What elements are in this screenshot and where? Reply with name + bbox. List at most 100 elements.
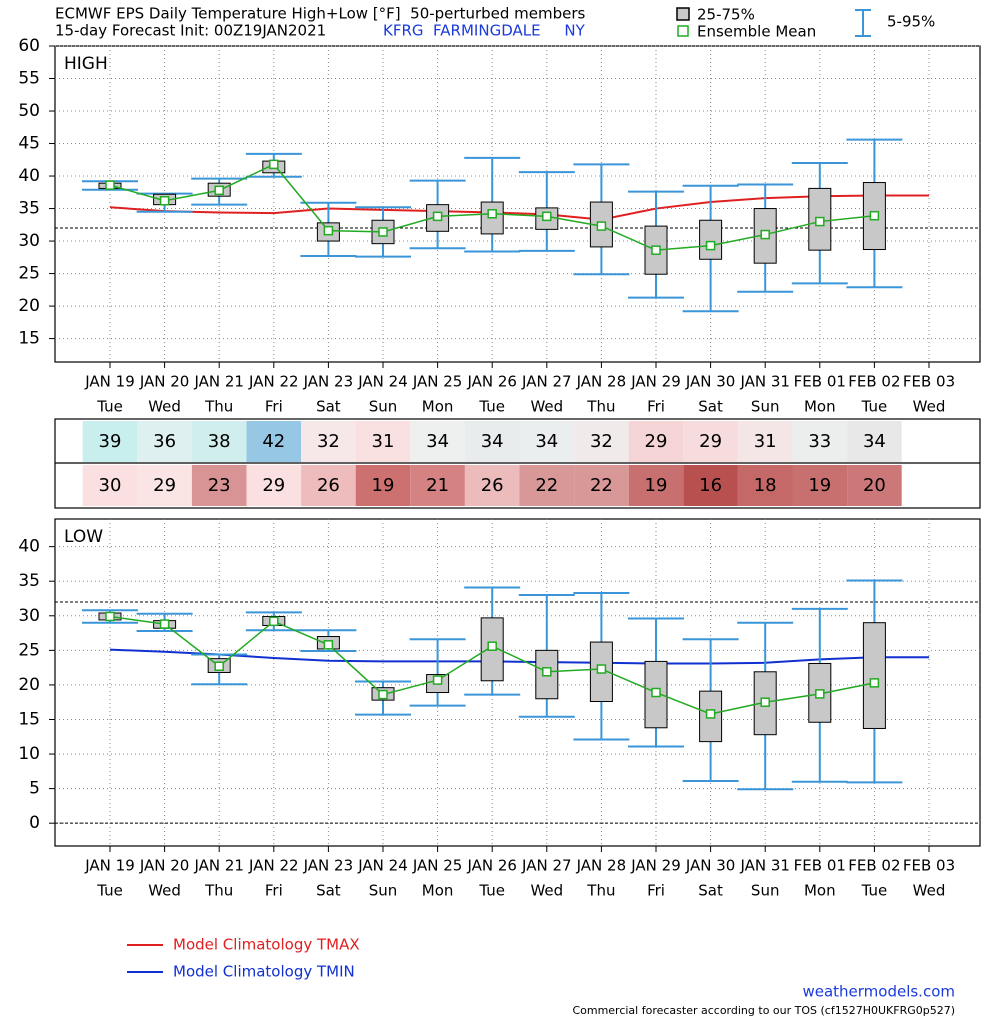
x-tick-label: Sat <box>698 398 723 416</box>
legend-label: Model Climatology TMIN <box>173 963 355 981</box>
x-tick-label: JAN 27 <box>521 373 572 391</box>
table-cell <box>410 421 465 462</box>
table-cell <box>246 421 302 462</box>
x-tick-label: Tue <box>96 398 123 416</box>
mean-marker <box>432 211 443 222</box>
mean-marker <box>760 229 770 240</box>
x-tick-label: Mon <box>422 882 454 900</box>
y-tick-label: 35 <box>18 199 40 219</box>
x-tick-label: JAN 26 <box>466 857 517 875</box>
x-tick-label: Thu <box>586 882 615 900</box>
x-tick-label: Thu <box>586 398 615 416</box>
table-cell <box>191 465 247 506</box>
table-value: 22 <box>590 475 613 496</box>
table-value: 38 <box>208 431 231 452</box>
y-tick-label: 10 <box>18 744 40 764</box>
mean-marker <box>105 611 115 622</box>
x-tick-label: JAN 26 <box>466 373 517 391</box>
x-tick-label: Sat <box>316 398 341 416</box>
mean-marker <box>432 675 443 685</box>
table-value: 36 <box>153 431 176 452</box>
x-tick-label: Fri <box>647 398 665 416</box>
x-tick-label: JAN 29 <box>630 857 681 875</box>
x-tick-label: JAN 27 <box>521 857 572 875</box>
table-cell <box>301 421 356 462</box>
x-tick-label: Wed <box>530 882 563 900</box>
mean-marker <box>760 697 770 707</box>
x-tick-label: JAN 21 <box>193 373 244 391</box>
x-tick-label: JAN 31 <box>739 373 790 391</box>
climatology-line <box>109 194 929 221</box>
table-value: 20 <box>863 475 886 496</box>
table-cell <box>792 465 848 506</box>
table-value: 21 <box>426 475 449 496</box>
x-tick-label: Mon <box>422 398 454 416</box>
y-tick-label: 40 <box>18 166 40 186</box>
mean-marker <box>815 216 825 227</box>
table-cell <box>410 465 465 506</box>
table-cell <box>628 465 684 506</box>
table-cell <box>82 421 138 462</box>
table-cell <box>137 465 192 506</box>
legend-label: Ensemble Mean <box>697 23 816 41</box>
x-tick-label: Tue <box>861 882 888 900</box>
panel-title: HIGH <box>64 54 108 74</box>
x-tick-label: Fri <box>265 398 283 416</box>
table-value: 34 <box>535 431 558 452</box>
mean-marker <box>705 709 716 719</box>
y-tick-label: 15 <box>18 709 40 729</box>
y-tick-label: 35 <box>18 571 40 591</box>
x-tick-label: Wed <box>913 882 946 900</box>
mean-marker <box>159 619 170 629</box>
x-tick-label: JAN 31 <box>739 857 790 875</box>
mean-marker <box>487 641 497 651</box>
table-cell <box>464 465 520 506</box>
table-cell <box>301 465 356 506</box>
table-value: 19 <box>645 475 668 496</box>
x-tick-label: JAN 29 <box>630 373 681 391</box>
x-tick-label: Sat <box>698 882 723 900</box>
table-cell <box>683 465 738 506</box>
x-tick-label: Thu <box>204 882 233 900</box>
x-tick-label: FEB 03 <box>903 857 955 875</box>
table-cell <box>519 421 575 462</box>
y-tick-label: 45 <box>18 134 40 154</box>
legend-label: 5-95% <box>887 13 935 31</box>
box <box>862 622 886 729</box>
table-value: 29 <box>262 475 285 496</box>
y-tick-label: 25 <box>18 640 40 660</box>
y-tick-label: 50 <box>18 101 40 121</box>
y-tick-label: 20 <box>18 675 40 695</box>
table-cell <box>574 421 629 462</box>
mean-marker <box>651 245 661 255</box>
x-tick-label: JAN 22 <box>248 373 299 391</box>
table-value: 26 <box>481 475 504 496</box>
climatology-line <box>109 648 929 665</box>
mean-marker <box>269 616 279 627</box>
x-tick-label: Mon <box>804 398 836 416</box>
x-tick-label: JAN 21 <box>193 857 244 875</box>
table-cell <box>137 421 192 462</box>
y-tick-label: 60 <box>18 36 40 56</box>
x-tick-label: FEB 01 <box>794 373 846 391</box>
table-cell <box>464 421 520 462</box>
y-tick-label: 0 <box>29 813 40 833</box>
x-tick-label: JAN 24 <box>357 373 408 391</box>
mean-marker <box>815 689 825 699</box>
mean-marker <box>105 180 115 190</box>
mean-marker <box>542 667 552 677</box>
mean-marker <box>596 221 607 231</box>
x-tick-label: JAN 19 <box>84 373 135 391</box>
table-value: 19 <box>372 475 395 496</box>
x-tick-label: Wed <box>913 398 946 416</box>
x-tick-label: Sat <box>316 882 341 900</box>
mean-marker <box>651 687 661 698</box>
mean-marker <box>542 211 552 222</box>
x-tick-label: Sun <box>751 882 780 900</box>
mean-marker <box>869 678 880 688</box>
x-tick-label: Tue <box>478 398 505 416</box>
station: KFRG FARMINGDALE NY <box>383 22 586 40</box>
table-value: 33 <box>808 431 831 452</box>
site: weathermodels.com <box>802 983 955 1001</box>
legend-label: Model Climatology TMAX <box>173 936 360 954</box>
